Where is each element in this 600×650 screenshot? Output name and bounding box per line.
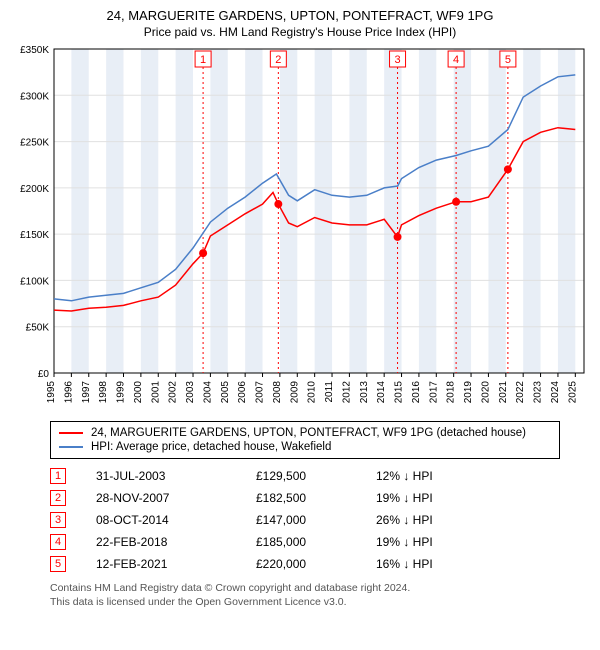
- svg-text:2016: 2016: [411, 381, 422, 404]
- svg-text:1997: 1997: [81, 381, 92, 404]
- svg-text:2006: 2006: [237, 381, 248, 404]
- svg-text:2023: 2023: [533, 381, 544, 404]
- svg-text:2013: 2013: [359, 381, 370, 404]
- sale-number-box: 3: [50, 512, 66, 528]
- sale-price: £182,500: [256, 491, 346, 505]
- svg-text:£150K: £150K: [20, 230, 49, 241]
- svg-text:5: 5: [505, 54, 511, 66]
- sale-diff: 19% ↓ HPI: [376, 491, 496, 505]
- title-line1: 24, MARGUERITE GARDENS, UPTON, PONTEFRAC…: [10, 8, 590, 23]
- svg-text:£200K: £200K: [20, 184, 49, 195]
- svg-text:2018: 2018: [446, 381, 457, 404]
- sale-diff: 26% ↓ HPI: [376, 513, 496, 527]
- svg-text:2024: 2024: [550, 381, 561, 404]
- sale-price: £129,500: [256, 469, 346, 483]
- sale-diff: 16% ↓ HPI: [376, 557, 496, 571]
- svg-text:2021: 2021: [498, 381, 509, 404]
- sales-row: 1 31-JUL-2003 £129,500 12% ↓ HPI: [50, 465, 560, 487]
- footer-line2: This data is licensed under the Open Gov…: [50, 595, 560, 609]
- svg-text:£250K: £250K: [20, 138, 49, 149]
- svg-text:£50K: £50K: [26, 323, 50, 334]
- svg-text:2007: 2007: [255, 381, 266, 404]
- sale-date: 31-JUL-2003: [96, 469, 226, 483]
- svg-text:2010: 2010: [307, 381, 318, 404]
- title-line2: Price paid vs. HM Land Registry's House …: [10, 25, 590, 39]
- legend-swatch: [59, 432, 83, 434]
- svg-text:1: 1: [200, 54, 206, 66]
- svg-text:2001: 2001: [150, 381, 161, 404]
- sale-date: 08-OCT-2014: [96, 513, 226, 527]
- chart-svg: £0 £50K £100K £150K £200K £250K £300K £350K 1995…: [10, 43, 590, 413]
- svg-text:2003: 2003: [185, 381, 196, 404]
- svg-text:2019: 2019: [463, 381, 474, 404]
- sale-date: 28-NOV-2007: [96, 491, 226, 505]
- sales-table: 1 31-JUL-2003 £129,500 12% ↓ HPI 2 28-NOV-200…: [50, 465, 560, 575]
- sale-date: 12-FEB-2021: [96, 557, 226, 571]
- titles: 24, MARGUERITE GARDENS, UPTON, PONTEFRAC…: [10, 8, 590, 39]
- sale-diff: 12% ↓ HPI: [376, 469, 496, 483]
- sale-diff: 19% ↓ HPI: [376, 535, 496, 549]
- svg-text:2004: 2004: [202, 381, 213, 404]
- footer: Contains HM Land Registry data © Crown c…: [50, 581, 560, 609]
- svg-text:2017: 2017: [428, 381, 439, 404]
- sales-row: 2 28-NOV-2007 £182,500 19% ↓ HPI: [50, 487, 560, 509]
- legend-item: HPI: Average price, detached house, Wake…: [59, 440, 551, 454]
- svg-text:4: 4: [453, 54, 459, 66]
- svg-text:1999: 1999: [116, 381, 127, 404]
- svg-text:2002: 2002: [168, 381, 179, 404]
- sale-price: £147,000: [256, 513, 346, 527]
- sale-number-box: 4: [50, 534, 66, 550]
- legend-item: 24, MARGUERITE GARDENS, UPTON, PONTEFRAC…: [59, 426, 551, 440]
- svg-text:2012: 2012: [341, 381, 352, 404]
- svg-text:2008: 2008: [272, 381, 283, 404]
- legend-label: HPI: Average price, detached house, Wake…: [91, 441, 331, 453]
- svg-text:2022: 2022: [515, 381, 526, 404]
- svg-text:1996: 1996: [63, 381, 74, 404]
- svg-text:3: 3: [394, 54, 400, 66]
- chart-container: 24, MARGUERITE GARDENS, UPTON, PONTEFRAC…: [0, 0, 600, 613]
- svg-text:£100K: £100K: [20, 276, 49, 287]
- sale-date: 22-FEB-2018: [96, 535, 226, 549]
- svg-text:2015: 2015: [394, 381, 405, 404]
- svg-text:1998: 1998: [98, 381, 109, 404]
- legend-label: 24, MARGUERITE GARDENS, UPTON, PONTEFRAC…: [91, 427, 526, 439]
- chart-area: £0 £50K £100K £150K £200K £250K £300K £350K 1995…: [10, 43, 590, 413]
- svg-text:2: 2: [275, 54, 281, 66]
- legend-swatch: [59, 446, 83, 448]
- svg-text:£350K: £350K: [20, 45, 49, 56]
- svg-text:2000: 2000: [133, 381, 144, 404]
- svg-text:£300K: £300K: [20, 91, 49, 102]
- svg-text:2009: 2009: [289, 381, 300, 404]
- svg-text:2025: 2025: [567, 381, 578, 404]
- sale-price: £185,000: [256, 535, 346, 549]
- sales-row: 4 22-FEB-2018 £185,000 19% ↓ HPI: [50, 531, 560, 553]
- svg-text:2011: 2011: [324, 381, 335, 403]
- legend: 24, MARGUERITE GARDENS, UPTON, PONTEFRAC…: [50, 421, 560, 459]
- sale-price: £220,000: [256, 557, 346, 571]
- sale-number-box: 2: [50, 490, 66, 506]
- footer-line1: Contains HM Land Registry data © Crown c…: [50, 581, 560, 595]
- sale-number-box: 1: [50, 468, 66, 484]
- svg-text:1995: 1995: [46, 381, 57, 404]
- sales-row: 5 12-FEB-2021 £220,000 16% ↓ HPI: [50, 553, 560, 575]
- sales-row: 3 08-OCT-2014 £147,000 26% ↓ HPI: [50, 509, 560, 531]
- sale-number-box: 5: [50, 556, 66, 572]
- svg-text:2005: 2005: [220, 381, 231, 404]
- svg-text:2014: 2014: [376, 381, 387, 404]
- svg-text:£0: £0: [38, 369, 50, 380]
- svg-text:2020: 2020: [480, 381, 491, 404]
